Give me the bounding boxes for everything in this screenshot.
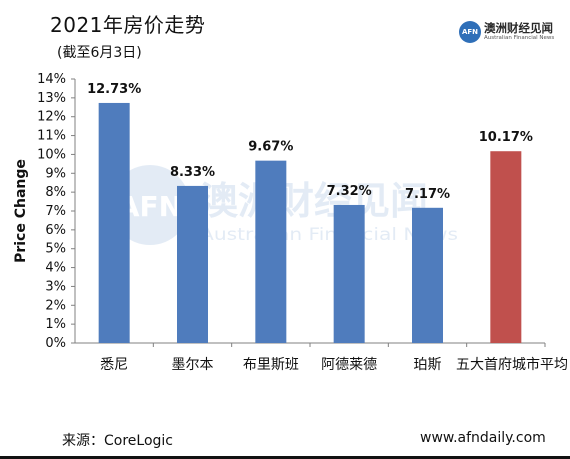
y-tick-label: 6% bbox=[45, 223, 66, 238]
brand-logo: AFN 澳洲财经见闻 Australian Financial News bbox=[459, 20, 569, 50]
watermark-logo-icon bbox=[110, 165, 190, 245]
bottom-rule bbox=[0, 456, 570, 459]
x-tick-label: 阿德莱德 bbox=[321, 357, 377, 373]
y-tick-label: 4% bbox=[45, 261, 66, 276]
bar-0 bbox=[98, 102, 130, 343]
x-tick-label: 悉尼 bbox=[100, 357, 128, 373]
chart-title: 2021年房价走势 bbox=[50, 13, 206, 37]
data-label: 9.67% bbox=[248, 140, 293, 155]
y-tick-label: 13% bbox=[37, 91, 66, 106]
y-tick-label: 8% bbox=[45, 185, 66, 200]
y-tick-label: 3% bbox=[45, 279, 66, 294]
data-labels: 12.73% 悉尼 8.33% 墨尔本 9.67% 布里斯班 7.32% 阿德莱德 7.17% 珀… bbox=[87, 82, 568, 373]
y-tick-label: 1% bbox=[45, 317, 66, 332]
axes: 0% 1% 2% 3% 4% 5% 6% 7% 8% 9% 10% 11% 12% 13% 14% bbox=[37, 72, 546, 351]
data-label: 7.17% bbox=[405, 187, 450, 202]
afn-logo-icon: AFN bbox=[459, 21, 481, 43]
bar-1 bbox=[177, 185, 208, 343]
y-tick-label: 7% bbox=[45, 204, 66, 219]
watermark-name-cn: 澳洲财经见闻 bbox=[200, 179, 428, 223]
data-label: 7.32% bbox=[327, 184, 372, 199]
y-tick-label: 12% bbox=[37, 110, 66, 125]
source-note: 来源：CoreLogic bbox=[62, 433, 173, 449]
y-tick-label: 0% bbox=[45, 336, 66, 351]
bar-4 bbox=[412, 207, 443, 343]
data-label: 8.33% bbox=[170, 165, 215, 180]
chart-subtitle: (截至6月3日) bbox=[57, 45, 142, 61]
x-tick-label: 布里斯班 bbox=[243, 357, 299, 373]
bar-5 bbox=[490, 151, 522, 343]
y-tick-label: 10% bbox=[37, 147, 66, 162]
y-tick-label: 5% bbox=[45, 242, 66, 257]
bar-2 bbox=[255, 160, 287, 343]
data-label: 10.17% bbox=[479, 130, 533, 145]
y-tick-label: 14% bbox=[37, 72, 66, 87]
bars bbox=[98, 102, 522, 343]
x-tick-label: 墨尔本 bbox=[172, 357, 214, 373]
y-tick-label: 11% bbox=[37, 129, 66, 144]
data-label: 12.73% bbox=[87, 82, 141, 97]
y-tick-label: 9% bbox=[45, 166, 66, 181]
y-tick-label: 2% bbox=[45, 298, 66, 313]
y-axis-label: Price Change bbox=[13, 159, 29, 263]
bar-3 bbox=[333, 204, 365, 343]
x-tick-label: 珀斯 bbox=[414, 357, 442, 373]
brand-name-cn: 澳洲财经见闻 bbox=[484, 21, 553, 35]
brand-name-en: Australian Financial News bbox=[484, 35, 555, 41]
website-link[interactable]: www.afndaily.com bbox=[420, 430, 546, 446]
x-tick-label: 五大首府城市平均 bbox=[456, 356, 568, 373]
